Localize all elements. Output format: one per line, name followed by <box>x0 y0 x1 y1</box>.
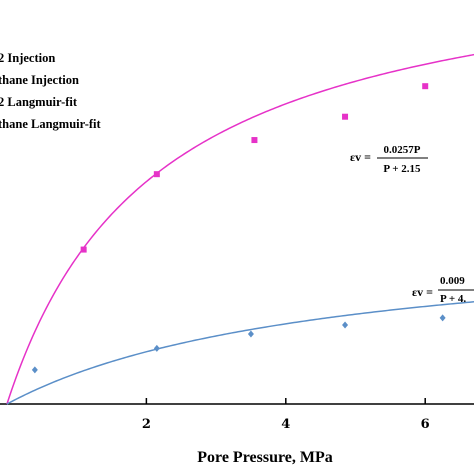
square-marker <box>422 83 429 90</box>
legend-entry-2: thane Injection <box>0 73 79 87</box>
equation-1-numerator: 0.0257P <box>384 144 421 156</box>
legend-entry-1: 2 Injection <box>0 51 55 65</box>
equation-co2: εv = 0.009 P + 4. <box>412 275 474 305</box>
square-marker <box>342 113 349 120</box>
equation-methane: εv = 0.0257P P + 2.15 <box>350 144 428 175</box>
x-axis-title: Pore Pressure, MPa <box>197 449 333 466</box>
fit-curve-2 <box>6 53 474 405</box>
fit-curve-3 <box>6 301 474 405</box>
diamond-marker <box>439 314 446 322</box>
diamond-marker <box>31 366 38 374</box>
diamond-marker <box>342 321 349 329</box>
diamond-marker <box>153 344 160 352</box>
equation-2-denominator: P + 4. <box>440 293 466 305</box>
fit-curves <box>6 53 474 405</box>
x-tick-label: 6 <box>421 417 430 432</box>
square-marker <box>251 137 258 144</box>
equation-2-lhs: εv = <box>412 285 433 299</box>
legend: 2 Injection thane Injection 2 Langmuir-f… <box>0 51 101 131</box>
x-ticks: 2 4 6 <box>142 398 430 432</box>
x-tick-label: 4 <box>281 417 290 432</box>
diamond-marker <box>247 330 254 338</box>
legend-entry-4: thane Langmuir-fit <box>0 117 101 131</box>
equation-2-numerator: 0.009 <box>440 275 465 287</box>
square-marker <box>80 246 87 253</box>
square-marker <box>153 171 160 178</box>
data-points <box>31 83 446 374</box>
equation-1-lhs: εv = <box>350 150 371 164</box>
equation-1-denominator: P + 2.15 <box>383 163 421 175</box>
x-tick-label: 2 <box>142 417 151 432</box>
legend-entry-3: 2 Langmuir-fit <box>0 95 78 109</box>
